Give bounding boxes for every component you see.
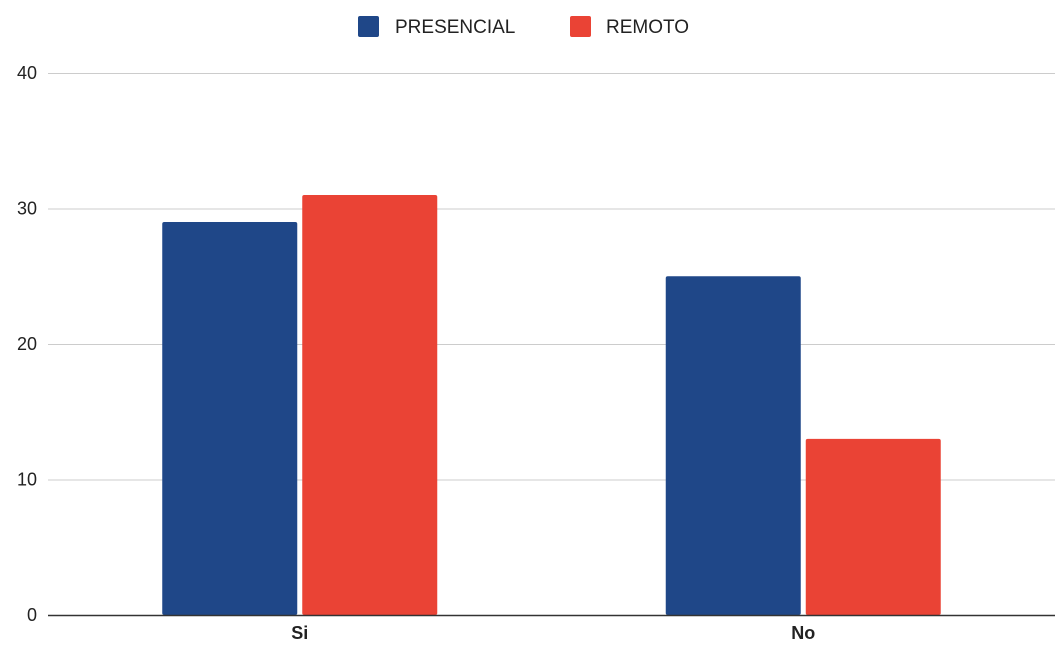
- y-tick-label: 0: [27, 605, 37, 625]
- y-axis-ticks: 0 10 20 30 40: [17, 63, 37, 625]
- bar-remoto-no: [805, 438, 941, 615]
- legend-label-remoto: REMOTO: [606, 17, 689, 38]
- legend-label-presencial: PRESENCIAL: [395, 17, 515, 38]
- legend-swatch-presencial: [358, 16, 379, 37]
- bars: [162, 194, 941, 616]
- x-category-label: Si: [291, 623, 308, 643]
- x-category-label: No: [791, 623, 815, 643]
- x-axis-categories: Si No: [291, 623, 815, 643]
- bar-presencial-no: [665, 276, 801, 615]
- y-tick-label: 30: [17, 199, 37, 219]
- y-tick-label: 10: [17, 470, 37, 490]
- bar-remoto-si: [302, 194, 438, 615]
- bar-presencial-si: [162, 222, 298, 616]
- legend: PRESENCIAL REMOTO: [358, 16, 689, 38]
- y-tick-label: 20: [17, 334, 37, 354]
- y-tick-label: 40: [17, 63, 37, 83]
- legend-swatch-remoto: [570, 16, 591, 37]
